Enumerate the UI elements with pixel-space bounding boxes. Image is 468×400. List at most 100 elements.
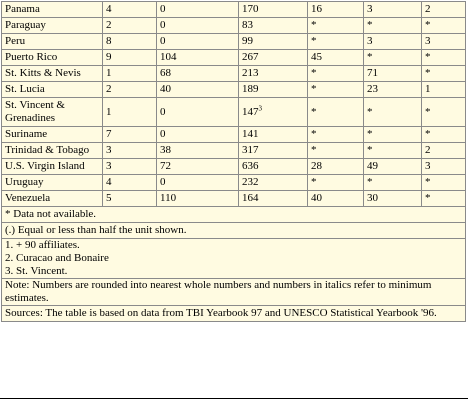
cell-value: 45 xyxy=(311,51,322,63)
cell-value: * xyxy=(367,105,373,118)
cell-value: 30 xyxy=(367,192,378,204)
table-row: Peru 8 0 99 * 3 3 xyxy=(1,33,466,50)
value-cell-c6: 3 xyxy=(421,33,466,50)
value-cell-c3: 99 xyxy=(238,33,308,50)
value-cell-c3: 232 xyxy=(238,174,308,191)
cell-value: * xyxy=(425,51,431,63)
value-cell-c5: * xyxy=(363,126,422,143)
value-cell-c3: 317 xyxy=(238,142,308,159)
value-cell-c2: 38 xyxy=(156,142,239,159)
cell-value: 83 xyxy=(242,19,253,31)
value-cell-c6: * xyxy=(421,17,466,34)
cell-value: 1 xyxy=(106,67,112,79)
cell-value: 1 xyxy=(106,105,112,118)
value-cell-c5: 49 xyxy=(363,158,422,175)
value-cell-c3: 170 xyxy=(238,1,308,18)
value-cell-c1: 2 xyxy=(102,17,157,34)
cell-value: * xyxy=(311,67,317,79)
cell-value: 9 xyxy=(106,51,112,63)
cell-value: 170 xyxy=(242,3,259,15)
value-cell-c1: 5 xyxy=(102,190,157,207)
cell-value: * xyxy=(311,35,317,47)
value-cell-c6: * xyxy=(421,65,466,82)
cell-value: * xyxy=(425,19,431,31)
footnote-1: 1. + 90 affiliates. xyxy=(5,239,80,252)
cell-value: * xyxy=(311,19,317,31)
value-cell-c2: 0 xyxy=(156,1,239,18)
note-sources: Sources: The table is based on data from… xyxy=(1,305,466,322)
note-row: Note: Numbers are rounded into nearest w… xyxy=(1,278,466,306)
table-row: Paraguay 2 0 83 * * * xyxy=(1,17,466,34)
cell-value: 5 xyxy=(106,192,112,204)
value-cell-c1: 3 xyxy=(102,142,157,159)
value-cell-c4: * xyxy=(307,65,364,82)
table-row: Trinidad & Tobago 3 38 317 * * 2 xyxy=(1,142,466,159)
value-cell-c3: 164 xyxy=(238,190,308,207)
value-cell-c2: 0 xyxy=(156,126,239,143)
cell-value: 2 xyxy=(425,144,431,156)
cell-value: 2 xyxy=(106,83,112,95)
value-cell-c4: 45 xyxy=(307,49,364,66)
cell-value: 40 xyxy=(311,192,322,204)
note-rounding: Note: Numbers are rounded into nearest w… xyxy=(1,278,466,306)
cell-value: 0 xyxy=(160,19,166,31)
cell-value: * xyxy=(311,176,317,188)
cell-value: * xyxy=(311,144,317,156)
country-cell: Paraguay xyxy=(1,17,103,34)
cell-value: 147 xyxy=(242,105,259,118)
value-cell-c3: 83 xyxy=(238,17,308,34)
cell-value: 0 xyxy=(160,176,166,188)
country-cell: Peru xyxy=(1,33,103,50)
value-cell-c2: 68 xyxy=(156,65,239,82)
table-notes: * Data not available. (.) Equal or less … xyxy=(1,206,466,322)
cell-value: 72 xyxy=(160,160,171,172)
cell-value: 40 xyxy=(160,83,171,95)
value-cell-c2: 104 xyxy=(156,49,239,66)
table-row: U.S. Virgin Island 3 72 636 28 49 3 xyxy=(1,158,466,175)
value-cell-c5: 23 xyxy=(363,81,422,98)
value-cell-c3: 189 xyxy=(238,81,308,98)
table-row: Panama 4 0 170 16 3 2 xyxy=(1,1,466,18)
note-row: Sources: The table is based on data from… xyxy=(1,305,466,322)
table-row: Suriname 7 0 141 * * * xyxy=(1,126,466,143)
cell-value: 0 xyxy=(160,3,166,15)
value-cell-c3: 213 xyxy=(238,65,308,82)
value-cell-c1: 1 xyxy=(102,97,157,127)
table-body: Panama 4 0 170 16 3 2 Paraguay 2 0 83 * * * Peru 8 0 99 * 3… xyxy=(1,1,466,207)
country-cell: Trinidad & Tobago xyxy=(1,142,103,159)
footnotes-cell: 1. + 90 affiliates. 2. Curacao and Bonai… xyxy=(1,238,466,279)
cell-value: 2 xyxy=(106,19,112,31)
note-row: 1. + 90 affiliates. 2. Curacao and Bonai… xyxy=(1,238,466,279)
value-cell-c1: 2 xyxy=(102,81,157,98)
cell-value: 3 xyxy=(425,35,431,47)
value-cell-c2: 40 xyxy=(156,81,239,98)
cell-value: 3 xyxy=(106,144,112,156)
country-cell: St. Kitts & Nevis xyxy=(1,65,103,82)
note-row: * Data not available. xyxy=(1,206,466,223)
footnote-marker: 3 xyxy=(258,103,263,112)
cell-value: 141 xyxy=(242,128,259,140)
cell-value: 28 xyxy=(311,160,322,172)
cell-value: 3 xyxy=(425,160,431,172)
value-cell-c6: 3 xyxy=(421,158,466,175)
cell-value: 3 xyxy=(367,35,373,47)
value-cell-c2: 0 xyxy=(156,17,239,34)
country-cell: Suriname xyxy=(1,126,103,143)
value-cell-c6: * xyxy=(421,97,466,127)
value-cell-c5: 71 xyxy=(363,65,422,82)
value-cell-c1: 1 xyxy=(102,65,157,82)
footnote-3: 3. St. Vincent. xyxy=(5,265,68,277)
cell-value: 0 xyxy=(160,128,166,140)
value-cell-c5: * xyxy=(363,17,422,34)
value-cell-c6: 2 xyxy=(421,1,466,18)
value-cell-c1: 4 xyxy=(102,1,157,18)
country-cell: Puerto Rico xyxy=(1,49,103,66)
value-cell-c1: 8 xyxy=(102,33,157,50)
value-cell-c1: 9 xyxy=(102,49,157,66)
value-cell-c2: 0 xyxy=(156,97,239,127)
value-cell-c4: * xyxy=(307,33,364,50)
value-cell-c3: 267 xyxy=(238,49,308,66)
value-cell-c4: 28 xyxy=(307,158,364,175)
cell-value: 0 xyxy=(160,35,166,47)
value-cell-c6: 1 xyxy=(421,81,466,98)
